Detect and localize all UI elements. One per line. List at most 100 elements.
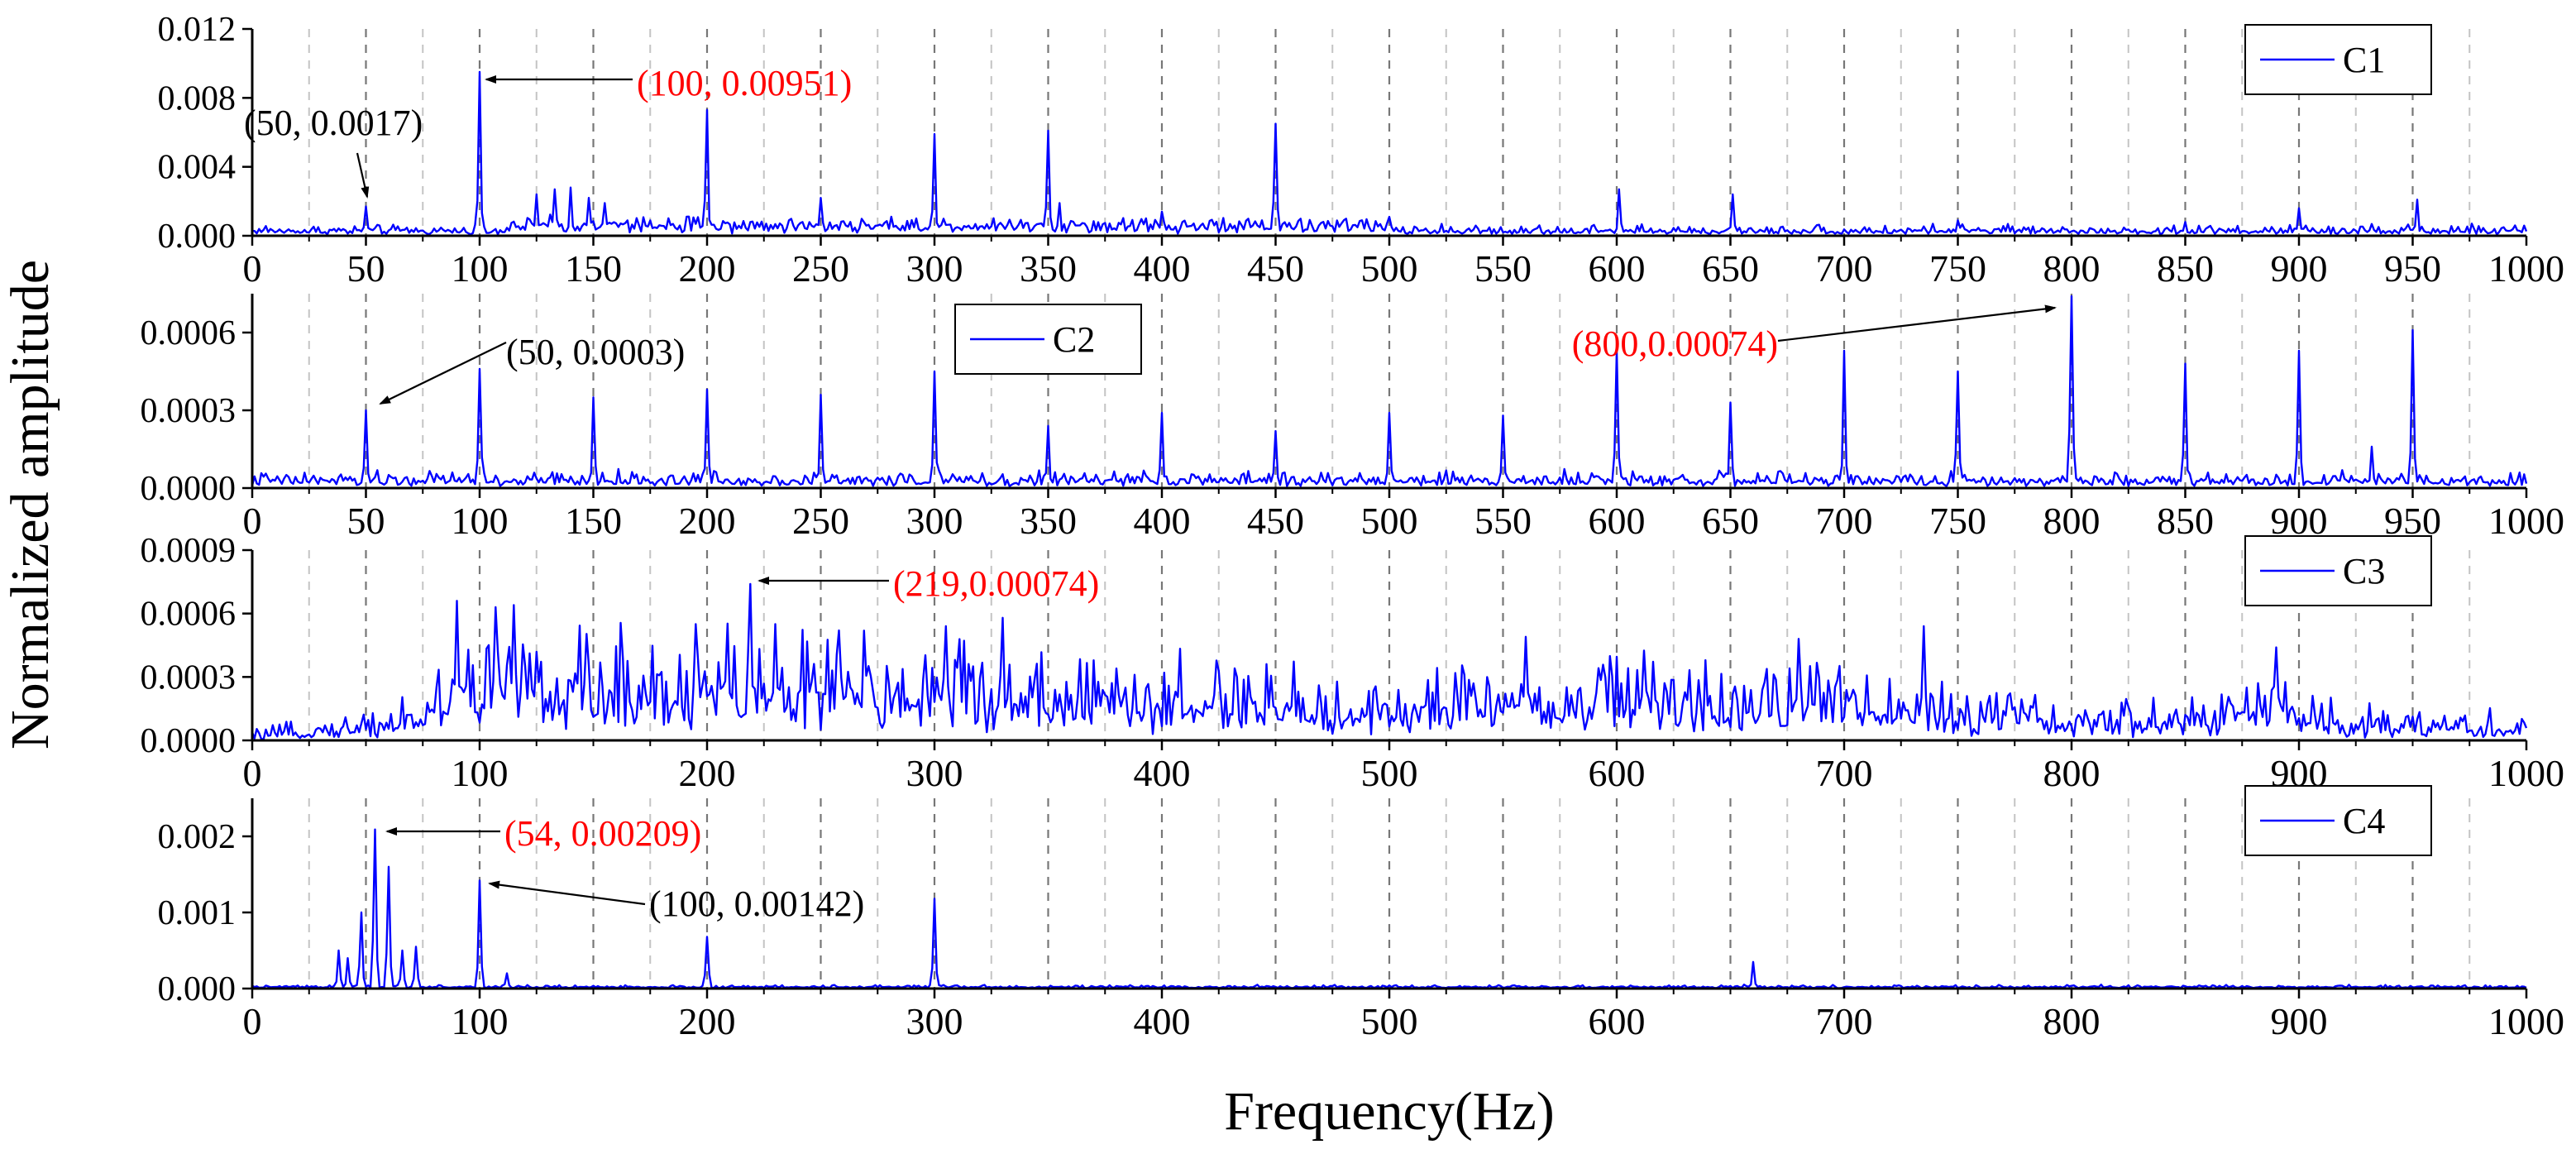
y-tick-label: 0.001 [158, 894, 237, 932]
x-tick-label: 400 [1134, 1000, 1191, 1042]
x-tick-label: 700 [1816, 247, 1873, 290]
annotation-arrow [356, 152, 370, 199]
y-tick-label: 0.0006 [141, 314, 237, 352]
annotation-label: (800,0.00074) [1572, 323, 1778, 364]
legend-c2: C2 [954, 304, 1142, 375]
annotation-label: (50, 0.0003) [506, 332, 685, 372]
x-tick-label: 800 [2043, 1000, 2100, 1042]
x-tick-label: 0 [243, 247, 262, 290]
y-tick-label: 0.000 [158, 218, 237, 256]
x-tick-label: 600 [1589, 752, 1646, 794]
x-tick-label: 750 [1929, 247, 1986, 290]
x-tick-label: 200 [679, 500, 736, 542]
x-tick-label: 450 [1247, 247, 1304, 290]
y-tick-label: 0.0003 [141, 658, 237, 697]
x-tick-label: 100 [452, 500, 509, 542]
x-tick-label: 600 [1589, 1000, 1646, 1042]
x-tick-label: 200 [679, 247, 736, 290]
x-tick-label: 500 [1361, 1000, 1418, 1042]
legend-label: C1 [2343, 40, 2385, 80]
x-tick-label: 850 [2157, 500, 2214, 542]
x-tick-label: 600 [1589, 500, 1646, 542]
x-tick-label: 450 [1247, 500, 1304, 542]
x-tick-label: 300 [906, 247, 963, 290]
x-tick-label: 600 [1589, 247, 1646, 290]
annotation-label: (100, 0.00142) [649, 883, 864, 924]
x-tick-label: 850 [2157, 247, 2214, 290]
legend-c1: C1 [2244, 24, 2432, 95]
y-tick-label: 0.000 [158, 970, 237, 1008]
x-tick-label: 350 [1020, 247, 1077, 290]
x-tick-label: 650 [1702, 500, 1759, 542]
x-axis-label: Frequency(Hz) [1224, 1081, 1554, 1142]
x-tick-label: 400 [1134, 500, 1191, 542]
annotation-arrow [1777, 304, 2057, 342]
x-tick-label: 0 [243, 1000, 262, 1042]
x-tick-label: 200 [679, 752, 736, 794]
x-tick-label: 50 [347, 247, 385, 290]
x-tick-label: 800 [2043, 752, 2100, 794]
y-tick-label: 0.002 [158, 818, 237, 856]
annotation-label: (54, 0.00209) [504, 813, 701, 854]
y-axis-label: Normalized amplitude [0, 260, 60, 749]
x-tick-label: 400 [1134, 247, 1191, 290]
x-tick-label: 100 [452, 752, 509, 794]
x-tick-label: 0 [243, 752, 262, 794]
series-line-c2 [251, 294, 2528, 487]
annotation-arrow [379, 342, 507, 405]
series-line-c4 [251, 828, 2527, 989]
panel-c3: 0 100 200 300 400 500 600 700 800 900 10000.00000.… [141, 532, 2565, 794]
y-tick-label: 0.0000 [141, 470, 237, 508]
x-tick-label: 700 [1816, 500, 1873, 542]
annotation-label: (219,0.00074) [893, 563, 1099, 604]
x-tick-label: 100 [452, 247, 509, 290]
x-tick-label: 700 [1816, 752, 1873, 794]
legend-label: C4 [2343, 801, 2385, 841]
series-line-c1 [251, 70, 2528, 236]
x-tick-label: 250 [792, 500, 849, 542]
annotation-arrow [488, 880, 646, 906]
x-tick-label: 150 [565, 247, 622, 290]
x-tick-label: 300 [906, 500, 963, 542]
panel-c4: 0 100 200 300 400 500 600 700 800 900 1000 0.000 0.0… [158, 785, 2564, 1042]
x-tick-label: 900 [2271, 500, 2328, 542]
x-tick-label: 150 [565, 500, 622, 542]
x-tick-label: 300 [906, 752, 963, 794]
y-tick-label: 0.008 [158, 79, 237, 117]
x-tick-label: 1000 [2488, 752, 2564, 794]
x-tick-label: 1000 [2488, 500, 2564, 542]
x-tick-label: 400 [1134, 752, 1191, 794]
annotation-label: (50, 0.0017) [244, 103, 423, 143]
x-tick-label: 800 [2043, 500, 2100, 542]
x-tick-label: 950 [2384, 247, 2441, 290]
x-tick-label: 900 [2271, 1000, 2328, 1042]
x-tick-label: 200 [679, 1000, 736, 1042]
legend-c3: C3 [2244, 535, 2432, 606]
panel-c1: 0 50 100 150 200 250 300 350 400 450 500 550 600 650 7… [158, 11, 2565, 290]
x-tick-label: 300 [906, 1000, 963, 1042]
y-tick-label: 0.0003 [141, 392, 237, 430]
panel-c2: 0 50 100 150 200 250 300 350 400 450 500 550 600 650 7… [141, 294, 2564, 542]
panels: 0 50 100 150 200 250 300 350 400 450 500 550 600 650 7… [141, 11, 2565, 1042]
x-tick-label: 650 [1702, 247, 1759, 290]
series-line-c3 [251, 582, 2528, 740]
x-tick-label: 800 [2043, 247, 2100, 290]
x-tick-label: 500 [1361, 247, 1418, 290]
x-tick-label: 0 [243, 500, 262, 542]
annotation-label: (100, 0.00951) [637, 63, 852, 103]
x-tick-label: 1000 [2488, 247, 2564, 290]
y-tick-label: 0.004 [158, 149, 237, 187]
x-tick-label: 900 [2271, 247, 2328, 290]
x-tick-label: 750 [1929, 500, 1986, 542]
y-tick-label: 0.0009 [141, 532, 237, 570]
x-tick-label: 550 [1474, 500, 1532, 542]
x-tick-label: 100 [452, 1000, 509, 1042]
y-tick-label: 0.012 [158, 11, 237, 49]
x-tick-label: 1000 [2488, 1000, 2564, 1042]
legend-label: C2 [1053, 319, 1095, 360]
x-tick-label: 250 [792, 247, 849, 290]
x-tick-label: 50 [347, 500, 385, 542]
x-tick-label: 550 [1474, 247, 1532, 290]
